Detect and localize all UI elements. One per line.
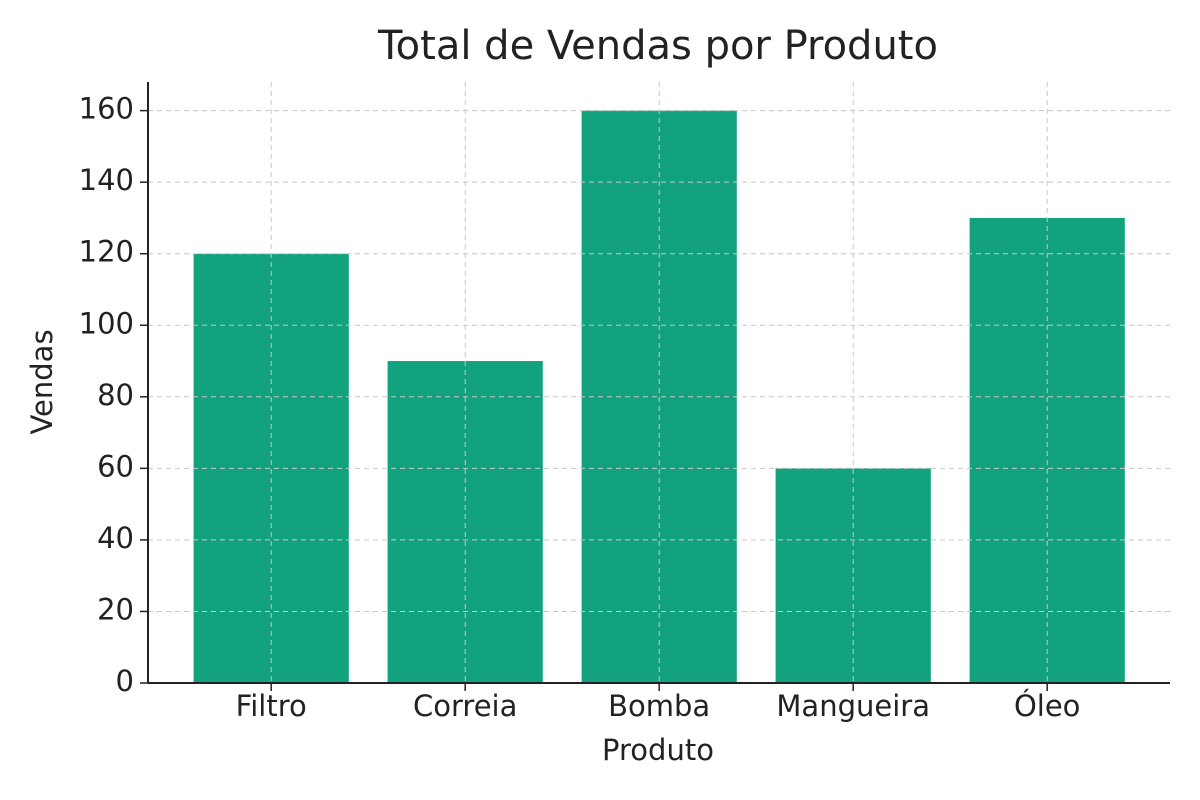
x-tick-label: Filtro <box>236 689 307 723</box>
y-axis-label: Vendas <box>25 329 59 434</box>
y-tick-label: 40 <box>97 521 134 555</box>
y-tick-label: 80 <box>97 378 134 412</box>
x-tick-label: Óleo <box>1014 689 1080 723</box>
x-tick-label: Mangueira <box>776 689 930 723</box>
x-axis-label: Produto <box>602 733 714 767</box>
x-tick-label: Correia <box>413 689 517 723</box>
chart-title: Total de Vendas por Produto <box>377 23 938 69</box>
y-tick-label: 160 <box>79 92 134 126</box>
y-tick-label: 140 <box>79 163 134 197</box>
x-tick-label: Bomba <box>608 689 710 723</box>
bar <box>387 361 543 683</box>
y-tick-label: 100 <box>79 306 134 340</box>
y-tick-label: 120 <box>79 235 134 269</box>
y-tick-label: 20 <box>97 592 134 626</box>
y-tick-label: 60 <box>97 449 134 483</box>
bar <box>775 468 931 683</box>
y-tick-label: 0 <box>116 664 134 698</box>
